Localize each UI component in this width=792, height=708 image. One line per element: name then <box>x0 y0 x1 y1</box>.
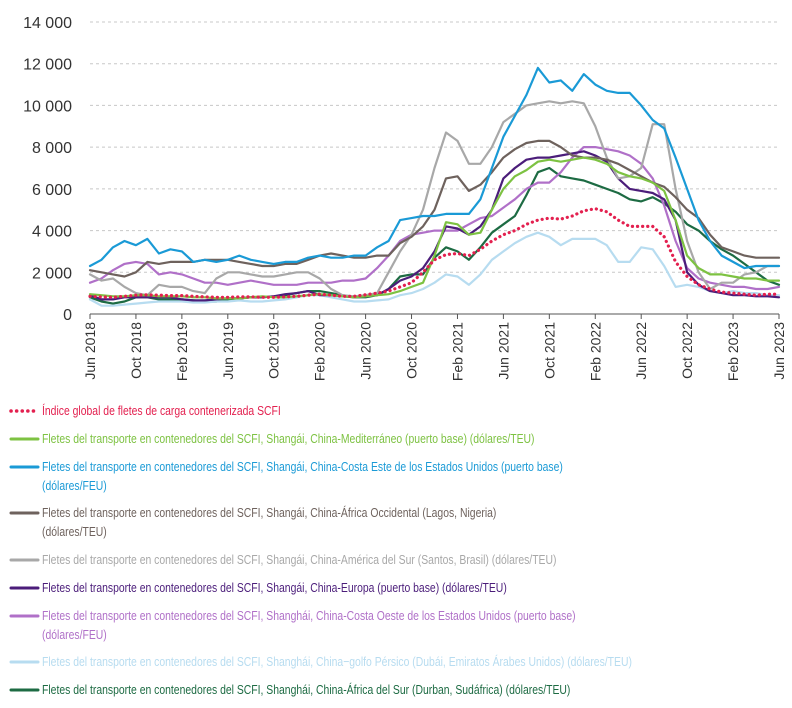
legend-label: Fletes del transporte en contenedores de… <box>42 458 563 493</box>
series-line <box>88 150 781 302</box>
legend-item: Fletes del transporte en contenedores de… <box>8 652 792 671</box>
legend-swatch <box>9 558 40 562</box>
legend-label: Fletes del transporte en contenedores de… <box>42 607 576 642</box>
legend-label: Índice global de fletes de carga contene… <box>42 403 281 418</box>
legend-label: Fletes del transporte en contenedores de… <box>42 579 507 595</box>
x-tick-label: Feb 2020 <box>312 322 328 381</box>
legend-item: Fletes del transporte en contenedores de… <box>8 680 792 699</box>
legend-item: Fletes del transporte en contenedores de… <box>8 578 792 597</box>
series-line <box>88 146 781 291</box>
legend-item: Fletes del transporte en contenedores de… <box>8 457 792 495</box>
x-tick-label: Jun 2019 <box>220 322 236 380</box>
series-line <box>88 100 781 298</box>
x-tick-label: Feb 2022 <box>587 322 603 381</box>
legend-swatch <box>9 688 40 692</box>
legend-item: Fletes del transporte en contenedores de… <box>8 550 792 569</box>
y-tick-label: 10 000 <box>23 98 72 115</box>
x-tick-label: Jun 2018 <box>82 322 98 380</box>
legend-swatch <box>9 409 40 413</box>
x-tick-label: Jun 2020 <box>358 322 374 380</box>
legend-label: Fletes del transporte en contenedores de… <box>42 505 497 540</box>
series-line <box>88 231 781 307</box>
y-tick-label: 2 000 <box>32 265 72 282</box>
series-line <box>88 66 781 270</box>
legend-label: Fletes del transporte en contenedores de… <box>42 654 632 670</box>
legend-swatch <box>9 660 40 664</box>
legend-item: Fletes del transporte en contenedores de… <box>8 429 792 448</box>
x-tick-label: Feb 2023 <box>725 322 741 381</box>
legend-label: Fletes del transporte en contenedores de… <box>42 430 535 446</box>
legend-item: Índice global de fletes de carga contene… <box>8 401 792 420</box>
legend-swatch <box>9 586 40 590</box>
y-tick-label: 6 000 <box>32 182 72 199</box>
legend-swatch <box>9 437 40 441</box>
x-tick-label: Oct 2019 <box>266 322 282 379</box>
series-line <box>88 156 781 300</box>
y-tick-label: 0 <box>63 307 72 324</box>
x-tick-label: Jun 2021 <box>495 322 511 380</box>
legend-swatch <box>9 465 40 468</box>
legend-label: Fletes del transporte en contenedores de… <box>42 552 557 567</box>
legend-swatch <box>9 614 40 617</box>
legend: Índice global de fletes de carga contene… <box>8 401 792 708</box>
x-tick-label: Jun 2022 <box>633 322 649 380</box>
page: 0 2 000 4 000 6 000 8 000 10 000 12 000 14 000 J… <box>9 15 787 697</box>
y-tick-label: 8 000 <box>32 140 72 157</box>
chart: 0 2 000 4 000 6 000 8 000 10 000 12 000 14 000 J… <box>23 15 787 381</box>
x-tick-label: Oct 2021 <box>541 322 557 379</box>
y-tick-label: 14 000 <box>23 15 72 32</box>
x-tick-label: Feb 2019 <box>174 322 190 381</box>
legend-item: Fletes del transporte en contenedores de… <box>8 606 792 644</box>
series-line <box>88 207 781 299</box>
legend-swatch <box>9 511 40 515</box>
legend-label: Fletes del transporte en contenedores de… <box>42 682 571 697</box>
x-tick-label: Oct 2022 <box>679 322 695 379</box>
x-tick-label: Oct 2018 <box>128 322 144 379</box>
y-tick-label: 12 000 <box>23 57 72 74</box>
x-tick-label: Jun 2023 <box>771 322 787 380</box>
y-tick-label: 4 000 <box>32 224 72 241</box>
x-tick-label: Feb 2021 <box>449 322 465 381</box>
legend-item: Fletes del transporte en contenedores de… <box>8 503 792 541</box>
x-tick-label: Oct 2020 <box>404 322 420 379</box>
